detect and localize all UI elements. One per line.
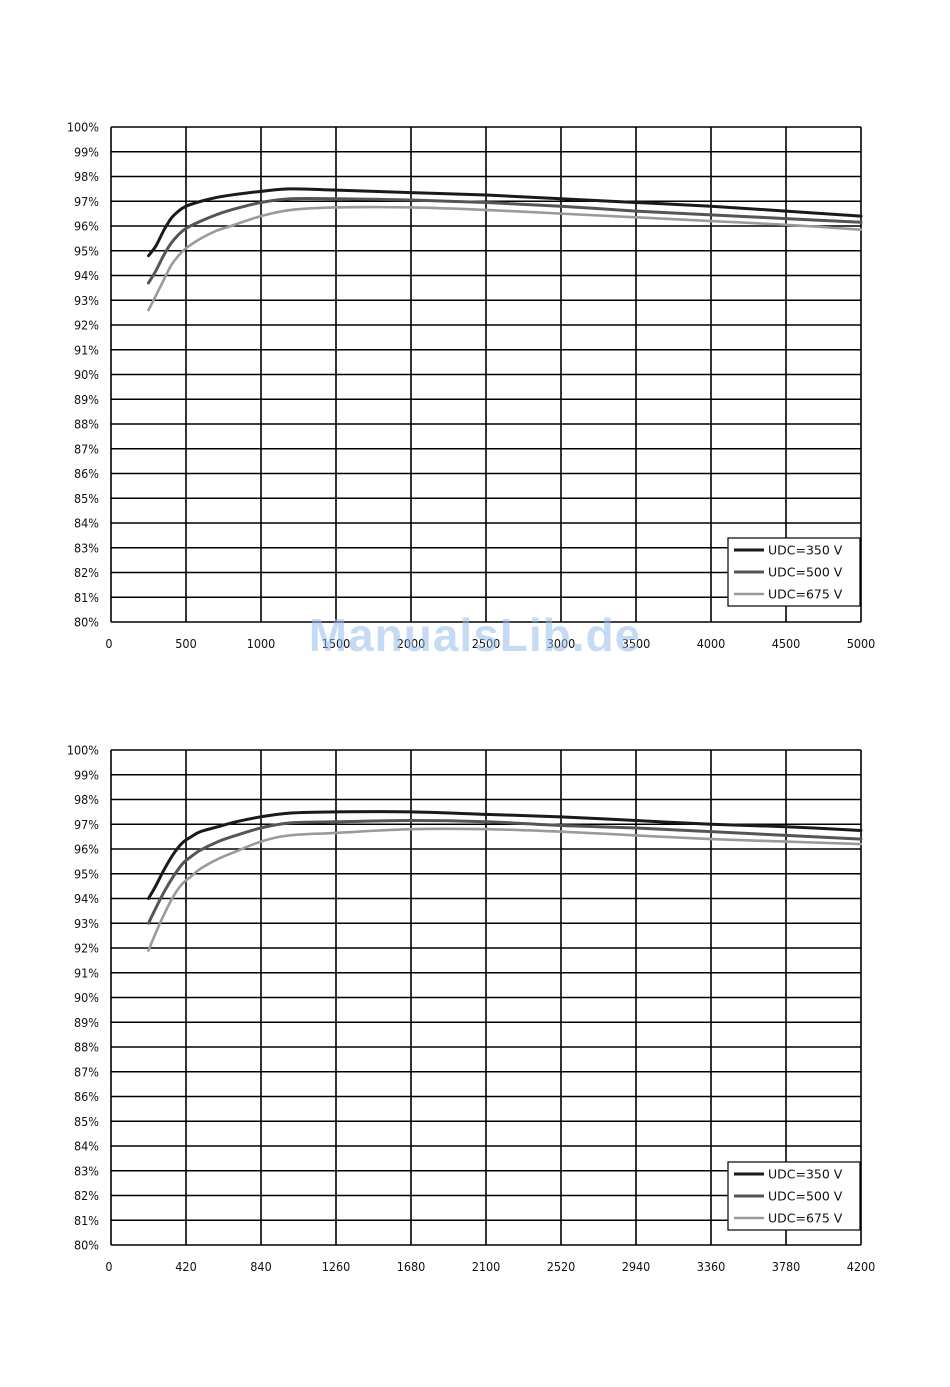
efficiency-chart-2: 80% 81% 82% 83% 84% 85% 86% 87% 88% 89% 90% 91% 92% 9…: [67, 743, 876, 1275]
series-line-1: [147, 187, 863, 258]
x-tick-label: 840: [250, 1259, 271, 1274]
legend: UDC=350 V UDC=500 V UDC=675 V: [727, 537, 861, 607]
x-tick-label: 500: [175, 636, 196, 651]
y-tick-label: 90%: [74, 367, 99, 382]
x-tick-label: 5000: [847, 636, 876, 651]
y-tick-label: 92%: [74, 941, 99, 956]
y-tick-label: 97%: [74, 817, 99, 832]
y-tick-label: 100%: [67, 120, 99, 135]
y-tick-label: 84%: [74, 1139, 99, 1154]
y-tick-label: 92%: [74, 318, 99, 333]
y-tick-label: 80%: [74, 615, 99, 630]
y-tick-label: 80%: [74, 1238, 99, 1253]
y-tick-label: 87%: [74, 441, 99, 456]
y-tick-label: 83%: [74, 540, 99, 555]
x-tick-label: 4500: [772, 636, 801, 651]
legend-label: UDC=350 V: [768, 1167, 843, 1182]
y-tick-label: 100%: [67, 743, 99, 758]
x-tick-label: 2100: [472, 1259, 501, 1274]
x-tick-label: 1500: [322, 636, 351, 651]
x-tick-label: 4200: [847, 1259, 876, 1274]
y-tick-label: 86%: [74, 466, 99, 481]
legend: UDC=350 V UDC=500 V UDC=675 V: [727, 1161, 861, 1231]
series-line-2: [147, 819, 863, 925]
y-tick-label: 98%: [74, 792, 99, 807]
x-tick-label: 1680: [397, 1259, 426, 1274]
series-line-3: [147, 205, 863, 312]
x-tick-label: 1260: [322, 1259, 351, 1274]
y-tick-label: 89%: [74, 392, 99, 407]
y-tick-label: 94%: [74, 268, 99, 283]
y-tick-label: 96%: [74, 219, 99, 234]
y-tick-label: 98%: [74, 169, 99, 184]
y-tick-label: 99%: [74, 144, 99, 159]
y-tick-label: 96%: [74, 842, 99, 857]
legend-label: UDC=500 V: [768, 565, 843, 580]
legend-label: UDC=675 V: [768, 587, 843, 602]
y-tick-label: 89%: [74, 1015, 99, 1030]
x-tick-label: 420: [175, 1259, 196, 1274]
x-tick-label: 2940: [622, 1259, 651, 1274]
y-tick-label: 83%: [74, 1163, 99, 1178]
legend-label: UDC=675 V: [768, 1211, 843, 1226]
x-tick-label: 4000: [697, 636, 726, 651]
y-tick-label: 81%: [74, 590, 99, 605]
legend-label: UDC=500 V: [768, 1189, 843, 1204]
y-tick-label: 81%: [74, 1213, 99, 1228]
y-tick-label: 95%: [74, 866, 99, 881]
y-tick-label: 93%: [74, 916, 99, 931]
y-tick-label: 94%: [74, 891, 99, 906]
series-line-2: [147, 196, 863, 285]
x-tick-label: 3780: [772, 1259, 801, 1274]
y-tick-label: 85%: [74, 491, 99, 506]
y-tick-label: 93%: [74, 293, 99, 308]
x-tick-label: 2520: [547, 1259, 576, 1274]
x-tick-label: 3500: [622, 636, 651, 651]
y-tick-label: 88%: [74, 1040, 99, 1055]
y-tick-label: 82%: [74, 565, 99, 580]
y-tick-label: 97%: [74, 194, 99, 209]
y-tick-label: 84%: [74, 516, 99, 531]
y-tick-label: 91%: [74, 965, 99, 980]
y-tick-label: 91%: [74, 342, 99, 357]
series-line-3: [147, 827, 863, 952]
x-tick-label: 3000: [547, 636, 576, 651]
efficiency-chart-1: 80% 81% 82% 83% 84% 85% 86% 87% 88% 89% 90% 91% 92% 9…: [67, 120, 876, 652]
grid: [110, 749, 862, 1246]
y-tick-label: 87%: [74, 1064, 99, 1079]
y-tick-label: 95%: [74, 243, 99, 258]
y-tick-label: 82%: [74, 1188, 99, 1203]
series-line-1: [147, 810, 863, 900]
y-tick-label: 85%: [74, 1114, 99, 1129]
x-tick-label: 0: [105, 1259, 112, 1274]
y-tick-label: 90%: [74, 990, 99, 1005]
x-tick-label: 0: [105, 636, 112, 651]
y-tick-label: 88%: [74, 417, 99, 432]
x-tick-label: 2500: [472, 636, 501, 651]
x-tick-label: 3360: [697, 1259, 726, 1274]
x-tick-label: 2000: [397, 636, 426, 651]
y-tick-label: 86%: [74, 1089, 99, 1104]
y-tick-label: 99%: [74, 767, 99, 782]
legend-label: UDC=350 V: [768, 543, 843, 558]
x-tick-label: 1000: [247, 636, 276, 651]
